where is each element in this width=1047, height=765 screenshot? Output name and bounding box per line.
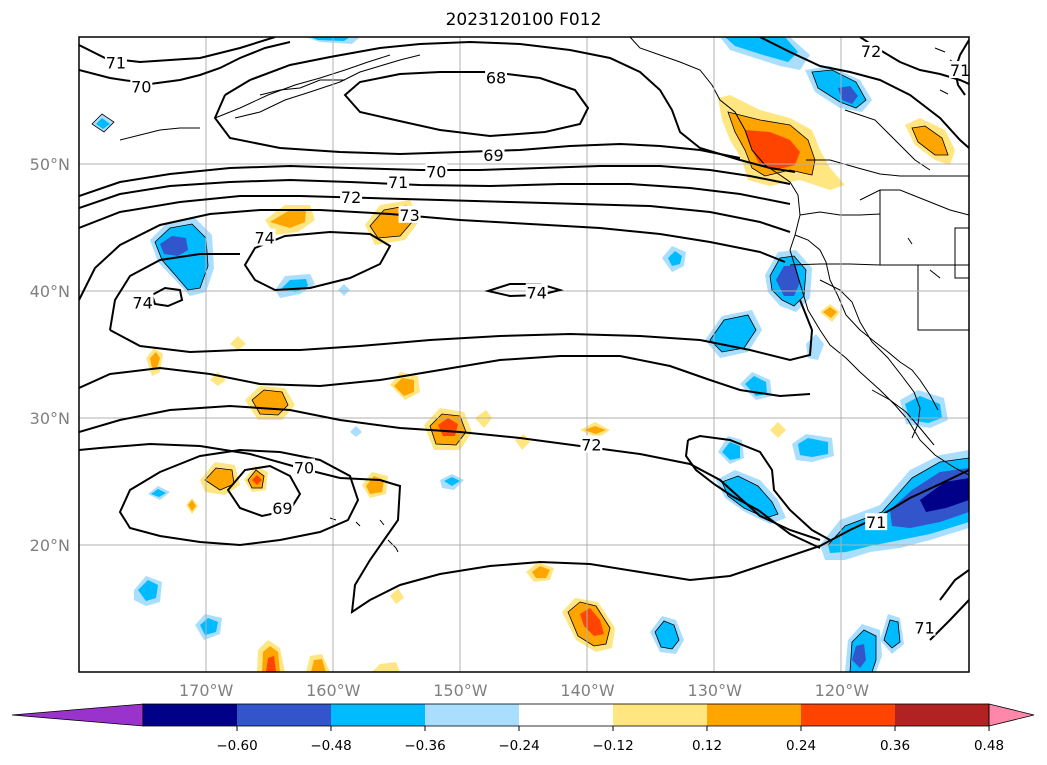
- colorbar: −0.60 −0.48 −0.36 −0.24 −0.12 0.12 0.24 0.36 0.4…: [11, 703, 1035, 754]
- colorbar-segment: [707, 704, 802, 726]
- colorbar-tick-label: 0.24: [786, 738, 816, 754]
- contour-label-bg: [340, 188, 363, 206]
- map-title: 2023120100 F012: [445, 10, 602, 30]
- contour-label-bg: [865, 513, 888, 531]
- colorbar-extend-high: [988, 703, 1035, 727]
- height-contours: [79, 37, 969, 641]
- contour-label: 68: [486, 69, 506, 88]
- contour-label: 71: [388, 173, 408, 192]
- colorbar-segment: [331, 704, 426, 726]
- lat-tick-label: 40°N: [30, 282, 70, 301]
- contour-label-bg: [525, 283, 548, 301]
- colorbar-segment: [425, 704, 520, 726]
- contour-label: 72: [581, 436, 601, 455]
- contour-label-bg: [271, 499, 294, 517]
- contour-label: 70: [294, 459, 314, 478]
- contour-label-bg: [387, 172, 410, 190]
- colorbar-tick-label: 0.12: [692, 738, 722, 754]
- colorbar-segment: [237, 704, 332, 726]
- colorbar-segment: [613, 704, 708, 726]
- contour-label-bg: [485, 68, 508, 86]
- contour-label-bg: [293, 458, 316, 476]
- contour-label: 71: [914, 619, 934, 638]
- contour-label: 73: [399, 206, 419, 225]
- colorbar-tick-label: 0.36: [880, 738, 910, 754]
- contour-label: 69: [272, 499, 292, 518]
- contour-label: 71: [866, 513, 886, 532]
- contour-label: 70: [426, 163, 446, 182]
- map-plot-area: [79, 37, 969, 672]
- map-frame: [78, 36, 970, 673]
- latitude-tick-labels: 20°N 30°N 40°N 50°N: [30, 155, 70, 555]
- contour-label-bg: [913, 618, 936, 636]
- colorbar-tick-label: −0.12: [592, 738, 633, 754]
- contour-label: 74: [132, 293, 152, 312]
- longitude-tick-labels: 170°W 160°W 150°W 140°W 130°W 120°W: [179, 681, 869, 700]
- colorbar-extend-low: [11, 703, 144, 727]
- contour-label: 72: [341, 188, 361, 207]
- colorbar-segment: [801, 704, 896, 726]
- contour-label-bg: [860, 41, 883, 59]
- contour-label: 71: [106, 53, 126, 72]
- contour-label-bg: [398, 205, 421, 223]
- lon-tick-label: 130°W: [688, 681, 743, 700]
- contour-label-bg: [580, 435, 603, 453]
- contour-label-bg: [425, 162, 448, 180]
- lon-tick-label: 160°W: [306, 681, 361, 700]
- lat-tick-label: 20°N: [30, 536, 70, 555]
- lat-tick-label: 50°N: [30, 155, 70, 174]
- colorbar-tick-label: −0.48: [310, 738, 351, 754]
- colorbar-tick-label: −0.36: [404, 738, 445, 754]
- lon-tick-label: 140°W: [560, 681, 615, 700]
- colorbar-frame: [142, 703, 990, 727]
- lon-tick-label: 120°W: [815, 681, 870, 700]
- contour-label: 74: [527, 283, 547, 302]
- colorbar-segment: [895, 704, 990, 726]
- contour-label: 74: [254, 229, 274, 248]
- colorbar-segment: [519, 704, 614, 726]
- contour-label-bg: [482, 146, 505, 164]
- colorbar-tick-label: 0.48: [974, 738, 1004, 754]
- contour-label: 71: [950, 61, 970, 80]
- contour-label-bg: [130, 77, 153, 95]
- colorbar-segment: [143, 704, 238, 726]
- contour-label-bg: [104, 53, 127, 71]
- lon-tick-label: 150°W: [433, 681, 488, 700]
- contour-label: 72: [861, 42, 881, 61]
- contour-label-bg: [949, 61, 972, 79]
- colorbar-tick-label: −0.24: [498, 738, 539, 754]
- contour-labels: 71 70 68 69 70 71 72 73 74 74 74 72 70 69 72 71 71 71: [104, 41, 972, 638]
- lon-tick-label: 170°W: [179, 681, 234, 700]
- lat-tick-label: 30°N: [30, 409, 70, 428]
- contour-label-bg: [253, 228, 276, 246]
- contour-label: 70: [131, 78, 151, 97]
- coastlines: [119, 37, 969, 553]
- colorbar-tick-label: −0.60: [216, 738, 257, 754]
- contour-label-bg: [131, 293, 154, 311]
- contour-label: 69: [483, 146, 503, 165]
